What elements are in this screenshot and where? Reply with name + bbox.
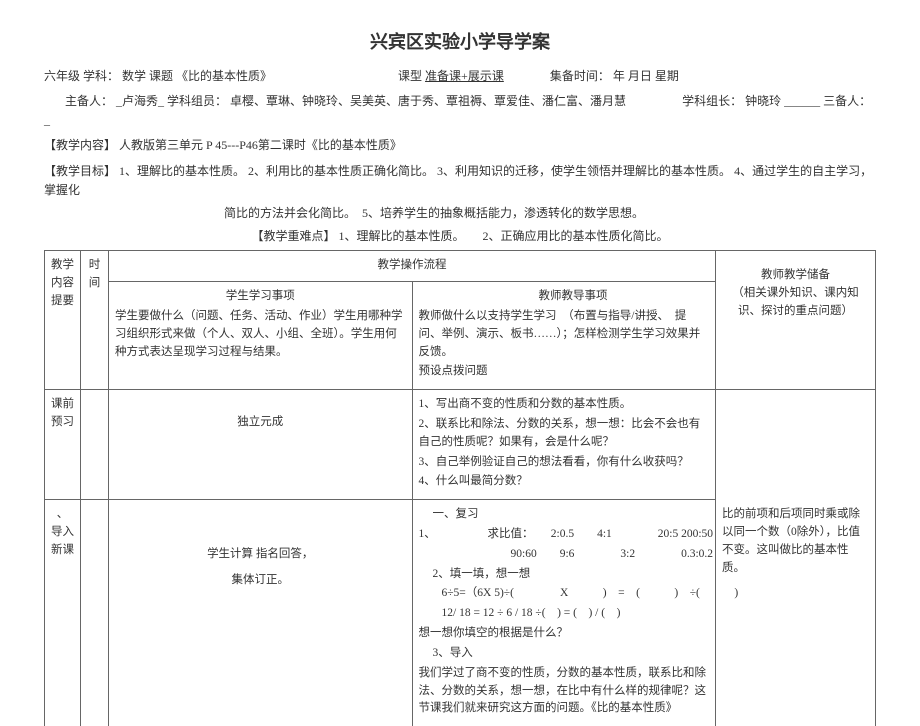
flow-header-row: 教学内容提要 时间 教学操作流程 教师教学储备 （相关课外知识、课内知识、探讨的… xyxy=(45,251,876,282)
type-label: 课型 xyxy=(398,69,422,83)
teacher-desc: 教师做什么以支持学生学习 （布置与指导/讲授、 提问、举例、演示、板书……）；怎… xyxy=(419,308,710,361)
row2-student2: 集体订正。 xyxy=(115,566,406,590)
row2-tc: 2、填一填，想一想 xyxy=(419,566,710,584)
row2-tb: 1、 求比值： 2:0.5 4:1 20:5 200:50 xyxy=(419,526,710,544)
meta-line-2: 主备人： _卢海秀_ 学科组员： 卓樱、覃琳、钟晓玲、吴美英、唐于秀、覃祖褥、覃… xyxy=(44,92,876,130)
content-line: 【教学内容】 人教版第三单元 P 45---P46第二课时《比的基本性质》 xyxy=(44,136,876,155)
row1-topic: 课前预习 xyxy=(45,390,81,500)
head-reserve: 教师教学储备 （相关课外知识、课内知识、探讨的重点问题） xyxy=(716,251,876,390)
row2-time xyxy=(81,500,109,726)
goals-label: 【教学目标】 xyxy=(44,164,116,178)
row2-tf: 我们学过了商不变的性质，分数的基本性质，联系比和除法、分数的关系，想一想，在比中… xyxy=(419,665,710,718)
page-title: 兴宾区实验小学导学案 xyxy=(44,28,876,57)
teacher-title: 教师教导事项 xyxy=(419,288,710,306)
row-preview: 课前预习 独立元成 1、写出商不变的性质和分数的基本性质。 2、联系比和除法、分… xyxy=(45,390,876,500)
goal-3: 3、利用知识的迁移，使学生领悟并理解比的基本性质。 xyxy=(437,164,731,178)
reserve-desc: （相关课外知识、课内知识、探讨的重点问题） xyxy=(722,285,869,321)
host-label: 主备人： xyxy=(65,94,113,108)
row2-tb2: 90:60 9:6 3:2 0.3:0.2 xyxy=(419,546,710,564)
subject-text: 数学 课题 《比的基本性质》 xyxy=(122,69,272,83)
prep-label: 集备时间： xyxy=(550,69,610,83)
type-value: 准备课+展示课 xyxy=(425,69,504,83)
row2-tc3: 12/ 18 = 12 ÷ 6 / 18 ÷( ) = ( ) / ( ) xyxy=(419,605,710,623)
row2-topic1: 、 xyxy=(51,506,74,524)
row1-teacher: 1、写出商不变的性质和分数的基本性质。 2、联系比和除法、分数的关系，想一想：比… xyxy=(412,390,716,500)
group-label: 学科组员： xyxy=(167,94,227,108)
row2-reserve-text: 比的前项和后项同时乘或除以同一个数（0除外），比值不变。这叫做比的基本性质。 xyxy=(722,396,869,577)
row1-t4: 4、什么叫最简分数？ xyxy=(419,473,710,491)
goal-2: 2、利用比的基本性质正确化简比。 xyxy=(248,164,434,178)
head-time: 时间 xyxy=(81,251,109,390)
keypoint-2: 2、正确应用比的基本性质化简比。 xyxy=(483,229,669,243)
row1-t3: 3、自己举例验证自己的想法看看，你有什么收获吗？ xyxy=(419,454,710,472)
row2-te: 3、导入 xyxy=(419,645,710,663)
row1-t1: 1、写出商不变的性质和分数的基本性质。 xyxy=(419,396,710,414)
head-time-text: 时间 xyxy=(87,257,102,293)
main-table: 教学内容提要 时间 教学操作流程 教师教学储备 （相关课外知识、课内知识、探讨的… xyxy=(44,250,876,726)
leader-label: 学科组长： xyxy=(682,94,742,108)
student-desc: 学生要做什么（问题、任务、活动、作业）学生用哪种学习组织形式来做（个人、双人、小… xyxy=(115,308,406,361)
head-teacher: 教师教导事项 教师做什么以支持学生学习 （布置与指导/讲授、 提问、举例、演示、… xyxy=(412,282,716,390)
reserve-title: 教师教学储备 xyxy=(722,267,869,285)
row2-ta: 一、复习 xyxy=(419,506,710,524)
row2-teacher: 一、复习 1、 求比值： 2:0.5 4:1 20:5 200:50 90:60… xyxy=(412,500,716,726)
row2-student1: 学生计算 指名回答， xyxy=(115,506,406,564)
head-student: 学生学习事项 学生要做什么（问题、任务、活动、作业）学生用哪种学习组织形式来做（… xyxy=(109,282,413,390)
row2-td: 想一想你填空的根据是什么？ xyxy=(419,625,710,643)
row2-topic: 、 导入新课 xyxy=(45,500,81,726)
leader-name: 钟晓玲 ______ xyxy=(745,94,820,108)
prep-value: 年 月日 星期 xyxy=(613,69,679,83)
row1-reserve: 比的前项和后项同时乘或除以同一个数（0除外），比值不变。这叫做比的基本性质。 xyxy=(716,390,876,726)
goals-line2: 简比的方法并会化简比。 5、培养学生的抽象概括能力，渗透转化的数学思想。 xyxy=(44,204,876,223)
row2-tc2: 6÷5=（6X 5)÷( X ) = ( ) ÷( ) xyxy=(419,585,710,603)
row1-student-text: 独立元成 xyxy=(115,396,406,432)
goals-line1: 【教学目标】 1、理解比的基本性质。 2、利用比的基本性质正确化简比。 3、利用… xyxy=(44,162,876,200)
row2-student: 学生计算 指名回答， 集体订正。 xyxy=(109,500,413,726)
keypoints-label: 【教学重难点】 xyxy=(251,229,335,243)
content-label: 【教学内容】 xyxy=(44,138,116,152)
keypoint-1: 1、理解比的基本性质。 xyxy=(338,229,464,243)
head-topic: 教学内容提要 xyxy=(45,251,81,390)
row1-student: 独立元成 xyxy=(109,390,413,500)
row2-topic2: 导入新课 xyxy=(51,524,74,560)
goal-1: 1、理解比的基本性质。 xyxy=(119,164,245,178)
grade-label: 六年级 学科： xyxy=(44,69,119,83)
group-names: 卓樱、覃琳、钟晓玲、吴美英、唐于秀、覃祖褥、覃爱佳、潘仁富、潘月慧 xyxy=(230,94,626,108)
flow-header: 教学操作流程 xyxy=(109,251,716,282)
teacher-desc2: 预设点拨问题 xyxy=(419,363,710,381)
row1-time xyxy=(81,390,109,500)
row1-t2: 2、联系比和除法、分数的关系，想一想：比会不会也有自己的性质呢？如果有，会是什么… xyxy=(419,416,710,452)
content-text: 人教版第三单元 P 45---P46第二课时《比的基本性质》 xyxy=(119,138,402,152)
meta-line-1: 六年级 学科： 数学 课题 《比的基本性质》 课型 准备课+展示课 集备时间： … xyxy=(44,67,876,86)
head-topic-text: 教学内容提要 xyxy=(51,257,74,310)
keypoints-line: 【教学重难点】 1、理解比的基本性质。 2、正确应用比的基本性质化简比。 xyxy=(44,227,876,246)
host-name: _卢海秀_ xyxy=(116,94,164,108)
student-title: 学生学习事项 xyxy=(115,288,406,306)
